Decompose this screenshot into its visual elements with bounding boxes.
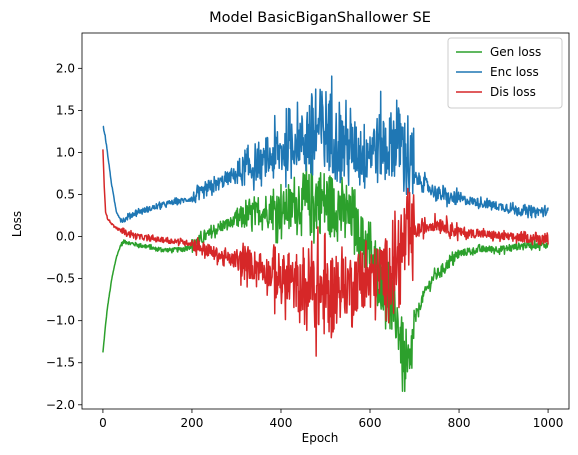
x-tick-label: 0: [99, 416, 107, 430]
chart-title: Model BasicBiganShallower SE: [209, 10, 431, 26]
y-tick-label: −2.0: [46, 398, 75, 412]
enc-loss-line: [102, 75, 549, 224]
y-tick-label: −0.5: [46, 272, 75, 286]
x-tick-label: 1000: [533, 416, 564, 430]
plot-area: [102, 75, 549, 393]
x-axis-ticks: 0 200 400 600 800 1000: [99, 409, 563, 430]
y-tick-label: 0.0: [56, 230, 75, 244]
y-tick-label: 1.5: [56, 103, 75, 117]
x-tick-label: 200: [181, 416, 204, 430]
legend-label-enc-loss: Enc loss: [490, 65, 539, 79]
x-tick-label: 600: [359, 416, 382, 430]
legend: Gen loss Enc loss Dis loss: [447, 37, 563, 109]
y-tick-label: 2.0: [56, 61, 75, 75]
y-axis-label: Loss: [10, 211, 24, 237]
x-tick-label: 800: [448, 416, 471, 430]
plot-frame: [81, 32, 570, 410]
x-axis-label: Epoch: [302, 431, 339, 445]
y-tick-label: −1.5: [46, 356, 75, 370]
legend-label-gen-loss: Gen loss: [490, 45, 541, 59]
y-tick-label: 0.5: [56, 188, 75, 202]
legend-box: [447, 37, 563, 109]
y-axis-ticks: −2.0 −1.5 −1.0 −0.5 0.0 0.5 1.0 1.5 2.0: [46, 61, 82, 412]
gen-loss-line: [102, 154, 549, 393]
dis-loss-line: [102, 149, 549, 357]
y-tick-label: 1.0: [56, 145, 75, 159]
y-tick-label: −1.0: [46, 314, 75, 328]
x-tick-label: 400: [270, 416, 293, 430]
legend-label-dis-loss: Dis loss: [490, 85, 536, 99]
